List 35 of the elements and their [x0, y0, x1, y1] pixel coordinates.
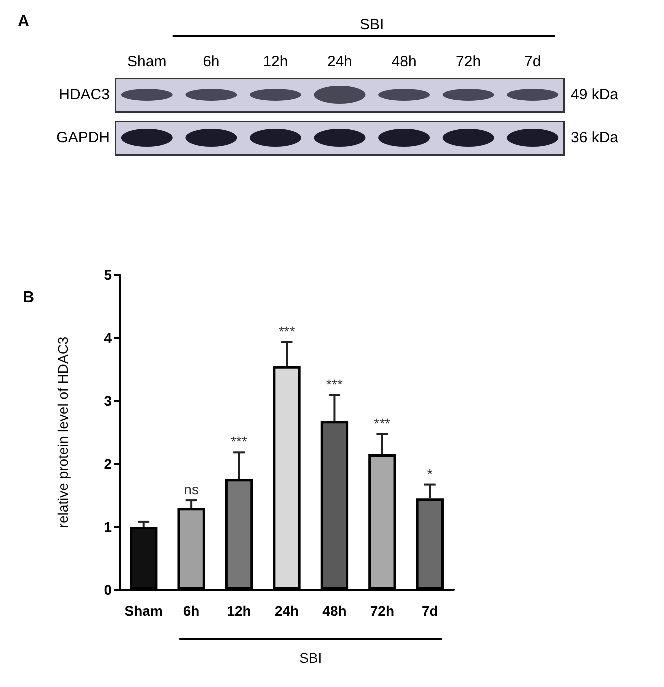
x-tick-label: 72h: [370, 603, 394, 619]
text: B: [23, 290, 35, 306]
category-label: GAPDH: [56, 130, 110, 146]
y-axis-title: relative protein level of HDAC3: [55, 336, 71, 528]
x-tick-label: 24h: [274, 603, 300, 619]
category-label: 48h: [392, 54, 417, 70]
annotation: ***: [374, 415, 392, 432]
category-label: HDAC3: [59, 86, 110, 104]
y-tick-label: 3: [104, 393, 112, 409]
category-label: Sham: [128, 54, 167, 70]
x-tick-label: 48h: [322, 603, 347, 619]
annotation: ns: [184, 482, 199, 498]
category-label: 7d: [524, 54, 542, 70]
category-label: 24h: [327, 54, 353, 70]
y-tick-label: 1: [104, 519, 112, 535]
x-tick-label: 6h: [183, 603, 200, 619]
category-label: 49 kDa: [571, 86, 619, 104]
category-label: 72h: [456, 54, 482, 70]
x-tick-label: Sham: [124, 603, 163, 619]
category-label: 36 kDa: [571, 130, 619, 146]
category-label: 12h: [263, 54, 288, 70]
x-tick-label: 7d: [422, 603, 438, 619]
annotation: *: [427, 466, 434, 482]
category-label: 6h: [203, 54, 220, 70]
annotation: ***: [278, 323, 296, 340]
text: SBI: [360, 16, 384, 34]
y-tick-label: 4: [104, 330, 112, 346]
x-tick-label: 12h: [227, 603, 252, 619]
y-tick-label: 0: [104, 582, 112, 598]
text: A: [18, 14, 30, 30]
annotation: ***: [326, 376, 344, 392]
annotation: ***: [231, 434, 248, 450]
y-tick-label: 2: [104, 456, 112, 472]
text: SBI: [300, 650, 322, 666]
y-tick-label: 5: [104, 267, 112, 283]
